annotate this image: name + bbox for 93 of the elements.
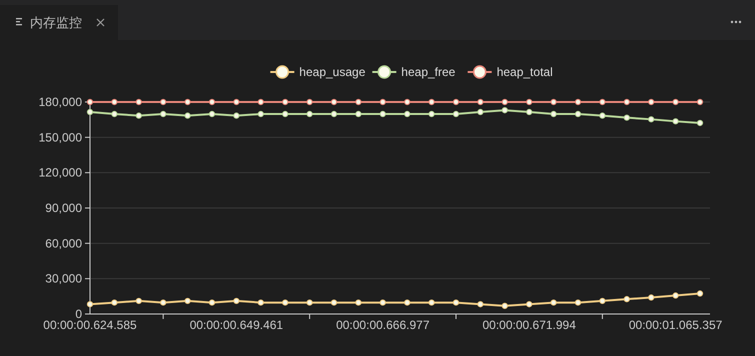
point xyxy=(355,110,362,118)
point xyxy=(136,112,142,119)
point xyxy=(404,110,410,118)
point xyxy=(136,298,142,304)
point xyxy=(696,98,704,106)
point xyxy=(208,98,216,106)
point xyxy=(184,112,191,119)
point xyxy=(574,98,582,106)
point xyxy=(306,110,313,118)
point xyxy=(184,98,191,106)
point xyxy=(86,108,94,116)
point xyxy=(502,107,508,114)
point xyxy=(648,116,654,122)
chart-title: 内存监控 xyxy=(30,15,82,30)
point xyxy=(330,110,338,118)
point xyxy=(160,299,166,306)
point xyxy=(111,110,118,118)
y-tick-label: 30,000 xyxy=(45,272,82,286)
legend-label: heap_usage xyxy=(299,65,366,79)
x-tick-label: 00:00:00.624.585 xyxy=(43,318,138,332)
point xyxy=(526,301,532,308)
point xyxy=(258,110,264,118)
point xyxy=(452,98,460,106)
point xyxy=(330,299,338,306)
point xyxy=(672,118,679,124)
point xyxy=(452,299,460,306)
point xyxy=(696,120,704,126)
point xyxy=(380,299,386,306)
y-tick-label: 150,000 xyxy=(38,130,82,144)
point xyxy=(452,110,460,118)
point xyxy=(672,292,679,299)
x-tick-label: 00:00:01.065.357 xyxy=(628,318,723,332)
point xyxy=(477,108,484,116)
point xyxy=(428,110,435,118)
point xyxy=(404,98,410,106)
point xyxy=(526,98,532,106)
point xyxy=(282,299,288,306)
point xyxy=(696,290,704,297)
y-tick-label: 180,000 xyxy=(38,95,82,109)
point xyxy=(428,299,435,306)
point xyxy=(355,299,362,306)
x-tick-label: 00:00:00.649.461 xyxy=(190,318,284,332)
point xyxy=(306,98,313,106)
point xyxy=(111,98,118,106)
point xyxy=(550,299,557,306)
point xyxy=(624,98,630,106)
point xyxy=(428,98,435,106)
point xyxy=(574,299,582,306)
x-tick-label: 00:00:00.671.994 xyxy=(482,318,576,332)
point xyxy=(208,110,216,118)
point xyxy=(86,301,94,308)
y-tick-label: 60,000 xyxy=(45,236,82,250)
point xyxy=(599,298,606,304)
point xyxy=(648,294,654,301)
point xyxy=(160,98,166,106)
point xyxy=(624,296,630,302)
point xyxy=(258,98,264,106)
point xyxy=(355,98,362,106)
point xyxy=(208,299,216,306)
legend-label: heap_free xyxy=(401,65,456,79)
point xyxy=(306,299,313,306)
y-tick-label: 0 xyxy=(75,307,82,321)
point xyxy=(233,98,240,106)
point xyxy=(502,98,508,106)
point xyxy=(477,301,484,308)
x-tick-label: 00:00:00.666.977 xyxy=(336,318,430,332)
point xyxy=(380,110,386,118)
point xyxy=(599,98,606,106)
point xyxy=(330,98,338,106)
point xyxy=(624,114,630,121)
point xyxy=(184,298,191,304)
point xyxy=(648,98,654,106)
point xyxy=(233,298,240,304)
y-tick-label: 120,000 xyxy=(38,166,82,180)
point xyxy=(111,299,118,306)
point xyxy=(380,98,386,106)
point xyxy=(282,98,288,106)
point xyxy=(477,98,484,106)
point xyxy=(502,302,508,309)
point xyxy=(136,98,142,106)
point xyxy=(672,98,679,106)
point xyxy=(599,112,606,119)
point xyxy=(233,112,240,119)
legend-label: heap_total xyxy=(496,65,553,79)
point xyxy=(550,110,557,118)
point xyxy=(550,98,557,106)
y-tick-label: 90,000 xyxy=(45,201,82,215)
point xyxy=(258,299,264,306)
point xyxy=(574,110,582,118)
point xyxy=(404,299,410,306)
point xyxy=(526,108,532,116)
point xyxy=(160,110,166,118)
point xyxy=(282,110,288,118)
